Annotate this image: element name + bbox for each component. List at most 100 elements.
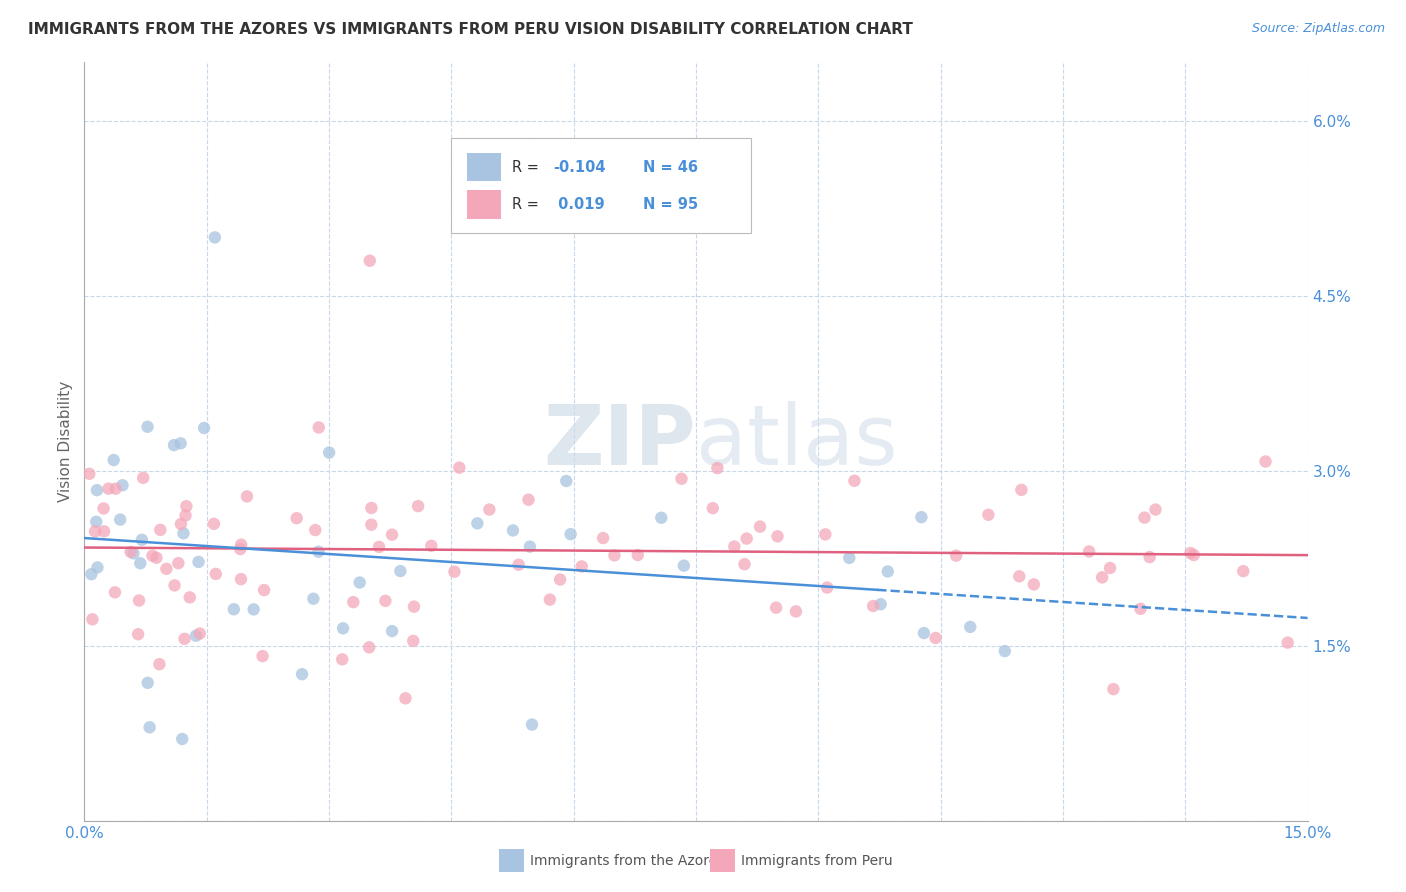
- Point: [1098, 561, 1121, 575]
- Point: [169, 436, 191, 450]
- Point: [671, 472, 693, 486]
- Point: [291, 667, 314, 681]
- Point: [814, 527, 837, 541]
- Point: [204, 566, 226, 581]
- Point: [592, 531, 614, 545]
- Point: [170, 516, 193, 531]
- Point: [838, 550, 860, 565]
- Point: [723, 540, 745, 554]
- Point: [1008, 569, 1031, 583]
- Point: [360, 500, 382, 515]
- Text: -0.104: -0.104: [553, 160, 606, 175]
- Point: [93, 524, 115, 539]
- Point: [138, 720, 160, 734]
- Point: [108, 512, 131, 526]
- Point: [1277, 635, 1299, 649]
- Point: [136, 419, 159, 434]
- Point: [994, 644, 1017, 658]
- Point: [1102, 682, 1125, 697]
- Point: [145, 550, 167, 565]
- Point: [174, 508, 197, 523]
- FancyBboxPatch shape: [451, 138, 751, 233]
- Point: [148, 657, 170, 672]
- Y-axis label: Vision Disability: Vision Disability: [58, 381, 73, 502]
- Point: [560, 527, 582, 541]
- Point: [82, 612, 104, 626]
- Point: [80, 567, 103, 582]
- Point: [394, 691, 416, 706]
- Point: [502, 524, 524, 538]
- Text: N = 46: N = 46: [644, 160, 699, 175]
- Point: [136, 676, 159, 690]
- Bar: [467, 153, 502, 181]
- Point: [318, 445, 340, 459]
- Point: [467, 516, 489, 531]
- Point: [163, 578, 186, 592]
- Text: 0.019: 0.019: [553, 197, 605, 211]
- Point: [104, 482, 127, 496]
- Point: [176, 499, 198, 513]
- Point: [86, 560, 108, 574]
- Point: [1010, 483, 1032, 497]
- Point: [349, 575, 371, 590]
- Point: [381, 527, 404, 541]
- Point: [155, 562, 177, 576]
- Text: R =: R =: [513, 160, 544, 175]
- Point: [149, 523, 172, 537]
- Point: [381, 624, 404, 638]
- Point: [308, 420, 330, 434]
- Point: [111, 478, 134, 492]
- Point: [1180, 546, 1202, 560]
- Point: [1232, 564, 1254, 578]
- Point: [555, 474, 578, 488]
- Point: [184, 629, 207, 643]
- Text: Immigrants from the Azores: Immigrants from the Azores: [530, 854, 724, 868]
- Point: [977, 508, 1000, 522]
- Point: [749, 519, 772, 533]
- Point: [204, 230, 226, 244]
- Point: [402, 634, 425, 648]
- Point: [342, 595, 364, 609]
- Point: [167, 556, 190, 570]
- Point: [97, 482, 120, 496]
- Point: [449, 460, 471, 475]
- Point: [402, 599, 425, 614]
- Point: [508, 558, 530, 572]
- Text: N = 95: N = 95: [644, 197, 699, 211]
- Point: [869, 597, 891, 611]
- Text: Source: ZipAtlas.com: Source: ZipAtlas.com: [1251, 22, 1385, 36]
- Point: [359, 640, 381, 655]
- Point: [765, 600, 787, 615]
- Point: [236, 490, 259, 504]
- Point: [1022, 577, 1045, 591]
- Point: [1254, 454, 1277, 468]
- Point: [522, 137, 544, 152]
- Point: [187, 555, 209, 569]
- Point: [374, 594, 396, 608]
- Point: [876, 565, 898, 579]
- Point: [131, 533, 153, 547]
- Point: [766, 529, 789, 543]
- Point: [302, 591, 325, 606]
- Point: [86, 483, 108, 498]
- Point: [548, 573, 571, 587]
- Point: [912, 626, 935, 640]
- Point: [785, 604, 807, 618]
- Point: [173, 632, 195, 646]
- Point: [959, 620, 981, 634]
- Point: [862, 599, 884, 613]
- Point: [519, 540, 541, 554]
- Point: [702, 501, 724, 516]
- Point: [538, 592, 561, 607]
- Point: [706, 461, 728, 475]
- Point: [308, 544, 330, 558]
- Point: [104, 585, 127, 599]
- Point: [910, 510, 932, 524]
- Point: [129, 557, 152, 571]
- Point: [172, 731, 194, 746]
- Point: [84, 524, 107, 539]
- Text: atlas: atlas: [696, 401, 897, 482]
- Point: [188, 626, 211, 640]
- Bar: [467, 190, 502, 219]
- Point: [735, 532, 758, 546]
